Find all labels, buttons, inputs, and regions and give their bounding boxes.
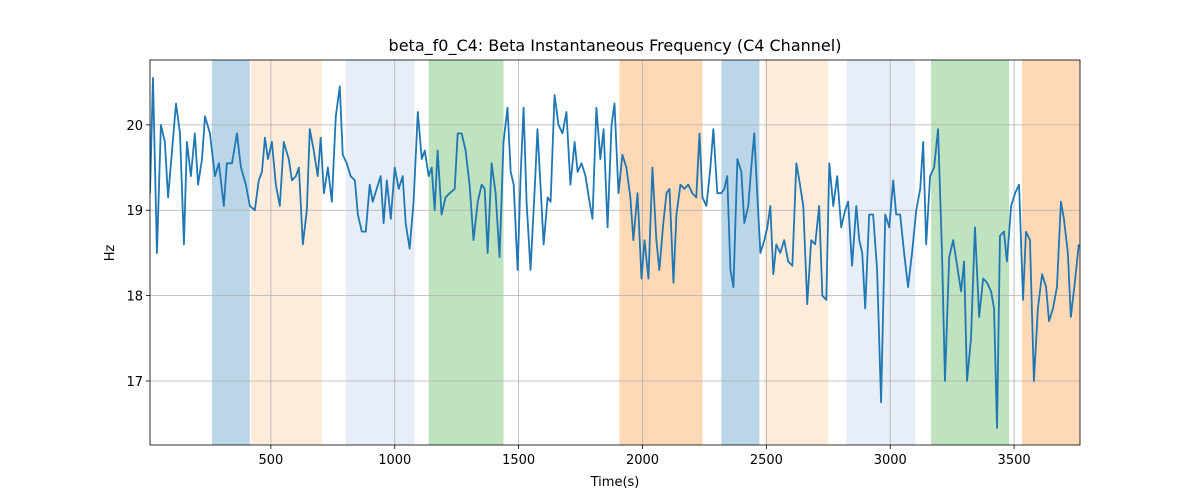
- y-tick-label: 18: [126, 290, 143, 305]
- data-line: [150, 77, 1080, 429]
- x-tick-label: 3500: [998, 453, 1031, 468]
- y-tick-label: 17: [126, 375, 143, 390]
- shaded-span: [721, 60, 760, 445]
- shaded-span: [250, 60, 322, 445]
- plot-frame: [149, 59, 1081, 446]
- x-tick-label: 3000: [874, 453, 907, 468]
- y-axis-label: Hz: [103, 245, 118, 262]
- shaded-span: [764, 60, 829, 445]
- x-tick-label: 500: [258, 453, 283, 468]
- shaded-span: [211, 60, 250, 445]
- y-tick-label: 19: [126, 204, 143, 219]
- x-tick-label: 2000: [626, 453, 659, 468]
- y-tick-label: 20: [126, 119, 143, 134]
- x-axis-label: Time(s): [590, 475, 640, 490]
- x-tick-label: 2500: [750, 453, 783, 468]
- shaded-span: [345, 60, 415, 445]
- x-tick-label: 1000: [378, 453, 411, 468]
- shaded-span: [428, 60, 504, 445]
- x-tick-label: 1500: [502, 453, 535, 468]
- chart-title: beta_f0_C4: Beta Instantaneous Frequency…: [389, 36, 842, 56]
